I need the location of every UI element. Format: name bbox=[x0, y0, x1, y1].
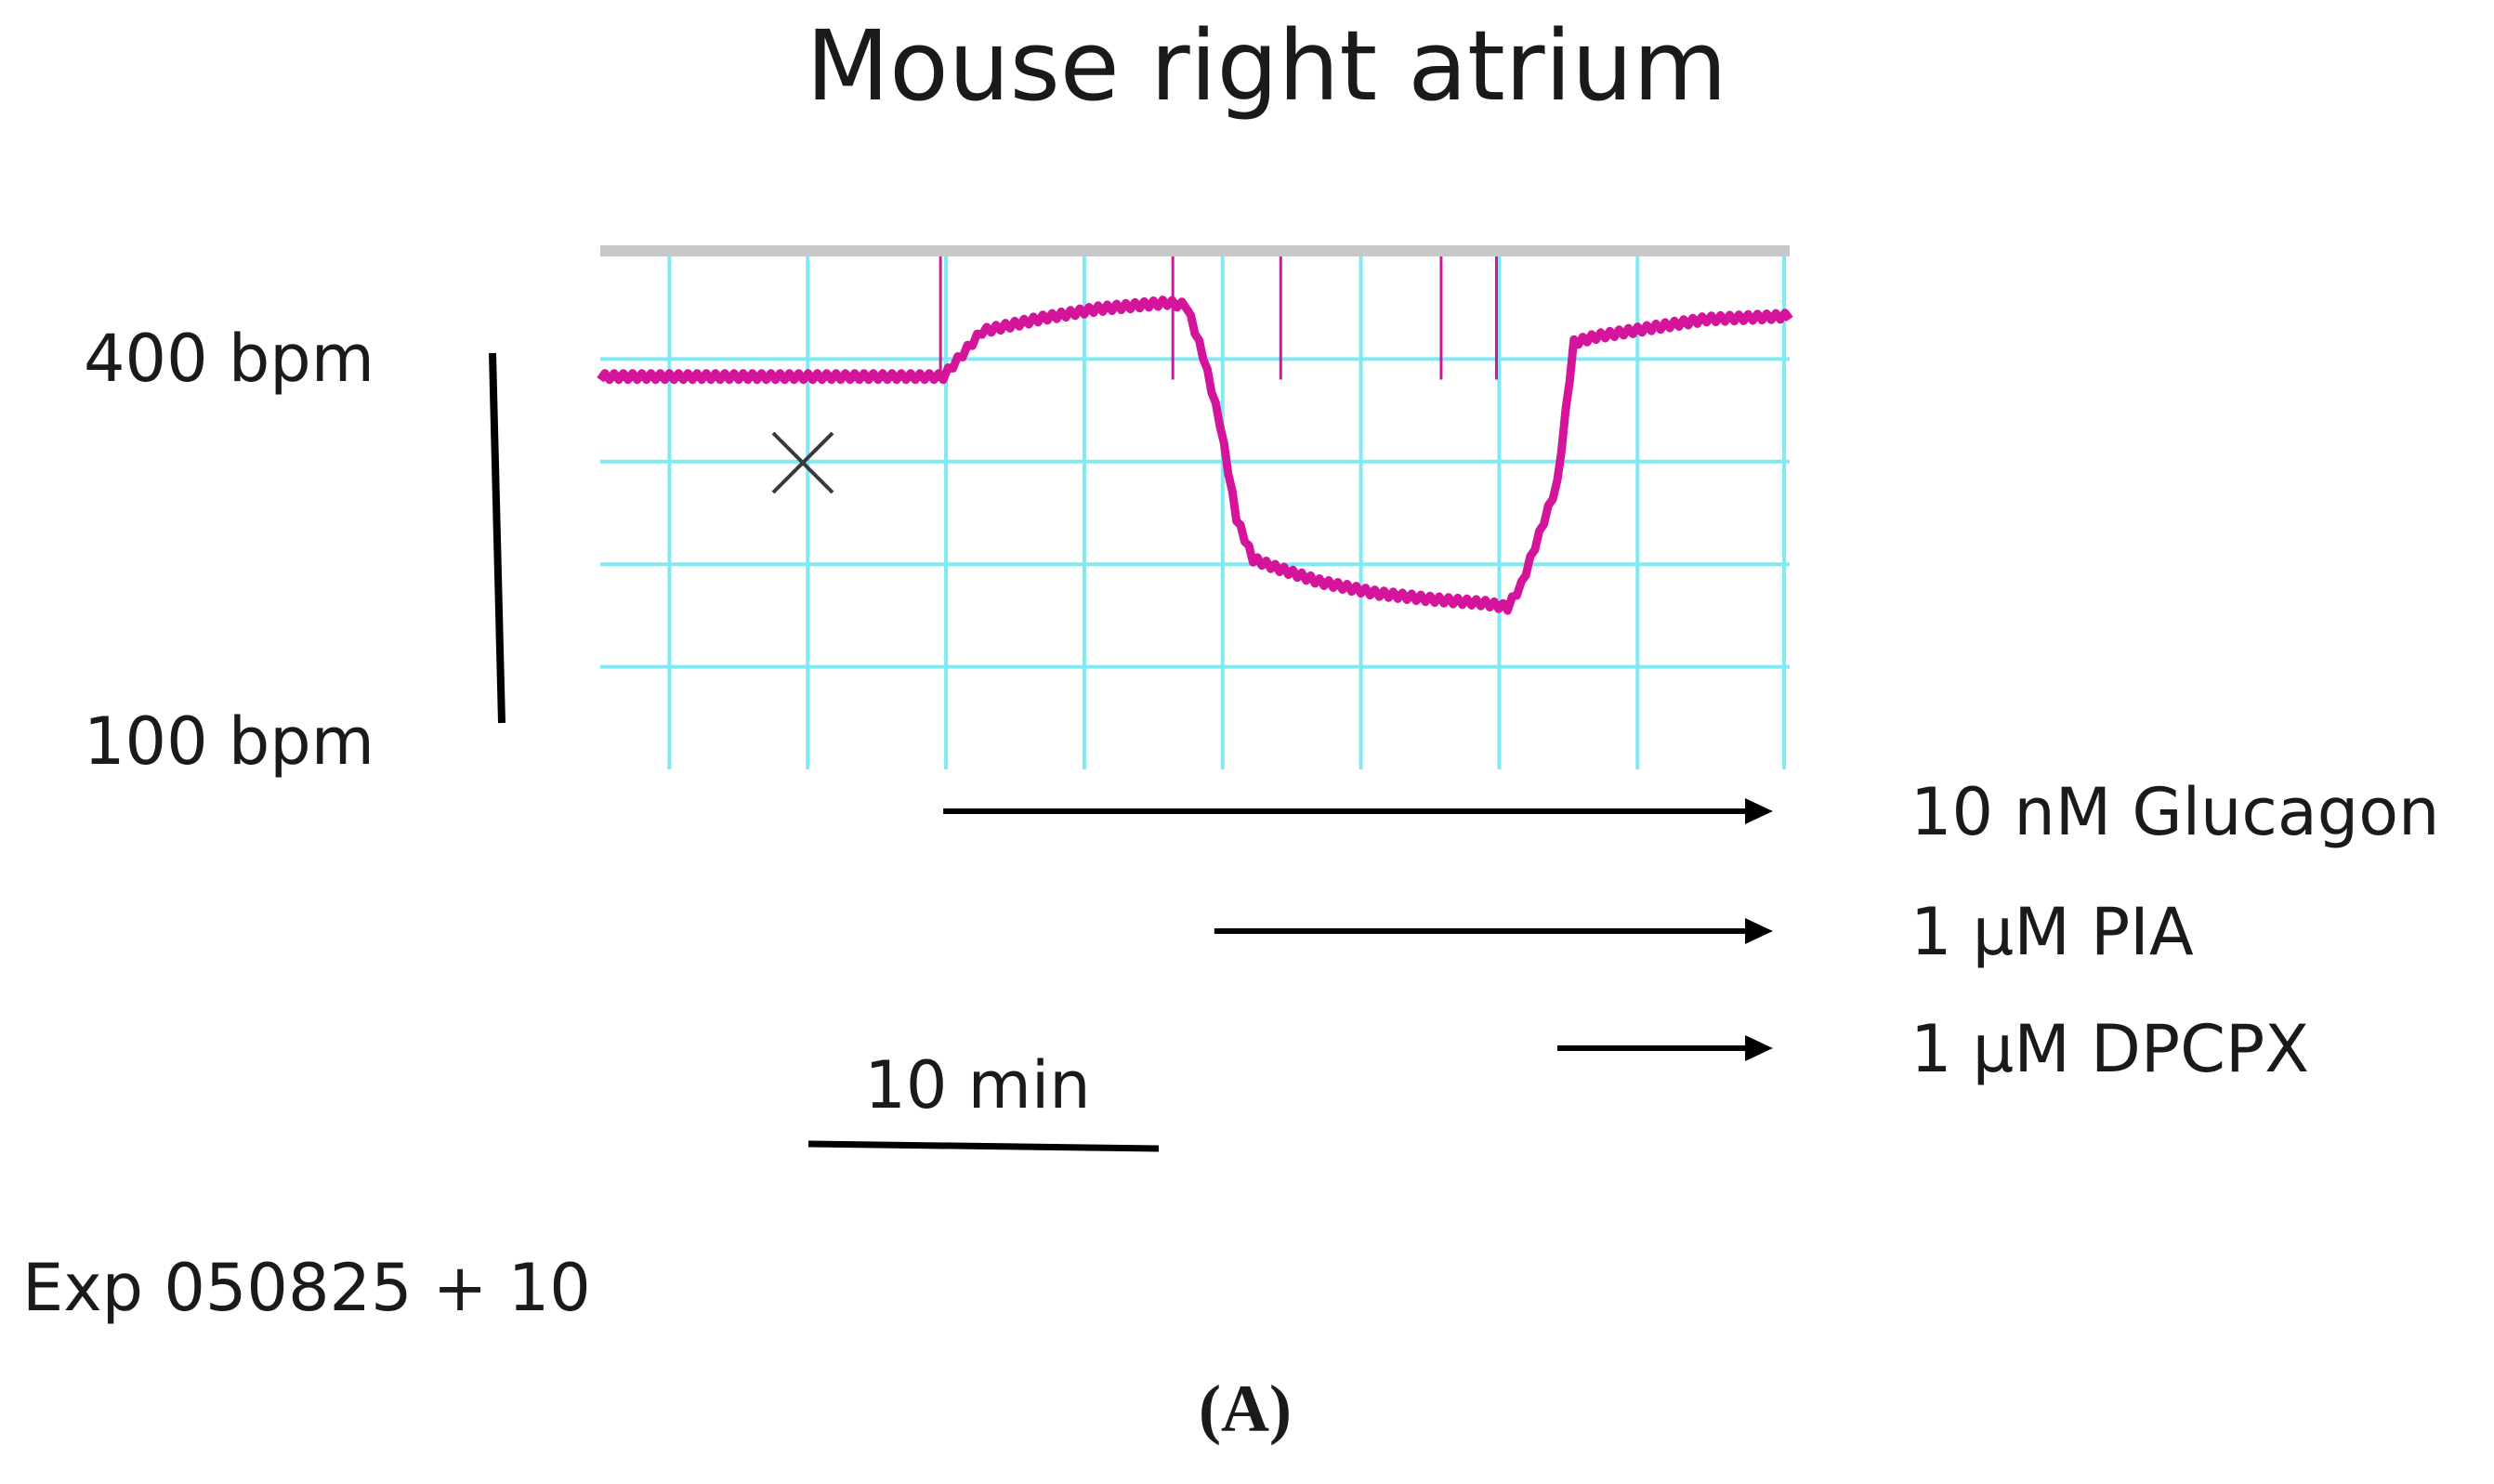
treatment-label-2: 1 µM DPCPX bbox=[1910, 1011, 2309, 1087]
y-scale-bottom-label: 100 bpm bbox=[84, 703, 374, 780]
heart-rate-trace bbox=[597, 295, 1793, 615]
chart-title: Mouse right atrium bbox=[806, 9, 1726, 123]
plot-top-bar bbox=[600, 245, 1790, 256]
plot-area bbox=[597, 245, 1793, 769]
y-scale-bar: 400 bpm 100 bpm bbox=[84, 321, 505, 780]
time-scale-bar: 10 min bbox=[807, 1047, 1160, 1152]
experiment-label: Exp 050825 + 10 bbox=[22, 1250, 591, 1326]
time-scale-line bbox=[807, 1140, 1160, 1152]
panel-label: (A) bbox=[1199, 1372, 1292, 1446]
treatment-arrowhead-icon-1 bbox=[1745, 918, 1773, 944]
cursor-marker-icon bbox=[771, 431, 834, 494]
y-scale-top-label: 400 bpm bbox=[84, 321, 374, 397]
y-scale-line bbox=[489, 352, 505, 724]
treatment-annotations: 10 nM Glucagon 1 µM PIA 1 µM DPCPX bbox=[943, 774, 2439, 1087]
treatment-arrowhead-icon-0 bbox=[1745, 798, 1773, 824]
treatment-label-1: 1 µM PIA bbox=[1910, 894, 2194, 970]
time-scale-label: 10 min bbox=[864, 1047, 1090, 1123]
grid-lines bbox=[600, 256, 1790, 769]
treatment-label-0: 10 nM Glucagon bbox=[1910, 774, 2439, 850]
event-lines bbox=[939, 256, 1498, 380]
treatment-arrowhead-icon-2 bbox=[1745, 1035, 1773, 1061]
